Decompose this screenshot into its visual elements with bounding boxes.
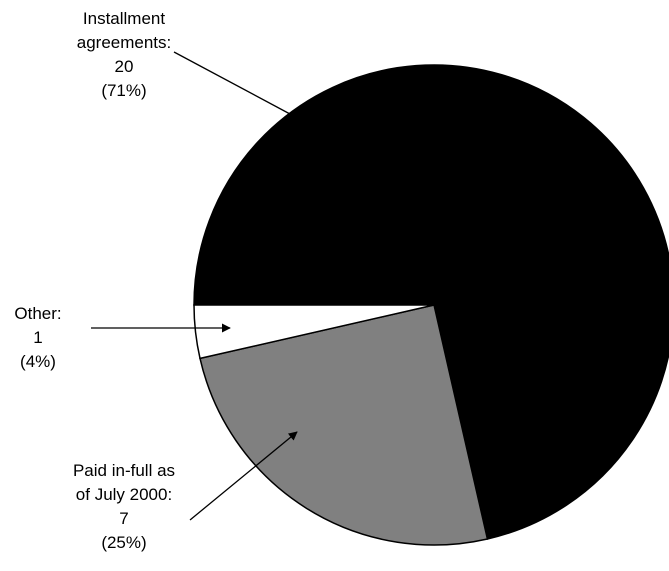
leader-line-paid-in-full-as bbox=[189, 431, 298, 521]
pie-slice-paid-in-full-as bbox=[199, 304, 489, 546]
pie-slice-installment bbox=[193, 64, 669, 540]
slice-label-line: of July 2000: bbox=[76, 485, 172, 504]
slice-label-line: Installment bbox=[83, 9, 165, 28]
slice-label-line: (4%) bbox=[20, 352, 56, 371]
slice-label-line: Other: bbox=[14, 304, 61, 323]
slice-label-line: agreements: bbox=[77, 33, 172, 52]
slice-label-installment: Installment agreements: 20 (71%) bbox=[77, 9, 172, 100]
slice-label-line: Paid in-full as bbox=[73, 461, 175, 480]
slice-label-line: (71%) bbox=[101, 81, 146, 100]
slice-label-line: 7 bbox=[119, 509, 128, 528]
slice-label-line: (25%) bbox=[101, 533, 146, 552]
slice-label-other: Other: 1 (4%) bbox=[14, 304, 61, 371]
slice-label-paid-in-full-as: Paid in-full as of July 2000: 7 (25%) bbox=[73, 461, 175, 552]
leader-line-installment bbox=[173, 51, 291, 115]
slice-label-line: 20 bbox=[115, 57, 134, 76]
slice-label-line: 1 bbox=[33, 328, 42, 347]
pie-slice-other bbox=[193, 304, 435, 360]
